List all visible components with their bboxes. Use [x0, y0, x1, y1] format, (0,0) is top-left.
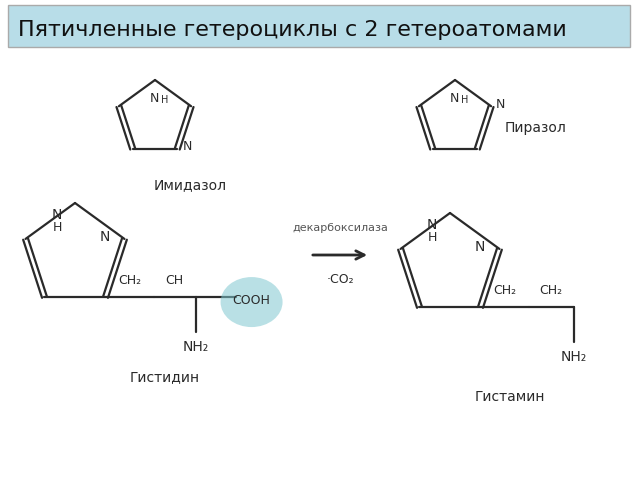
Text: CH₂: CH₂	[118, 274, 141, 287]
FancyBboxPatch shape	[8, 5, 630, 47]
Text: N: N	[149, 92, 159, 105]
Text: N: N	[449, 92, 459, 105]
Text: N: N	[496, 98, 506, 111]
Text: CH: CH	[166, 274, 184, 287]
Text: NH₂: NH₂	[561, 350, 587, 364]
Text: CH₂: CH₂	[493, 284, 516, 297]
Text: N: N	[52, 208, 62, 222]
Text: CH₂: CH₂	[539, 284, 562, 297]
Text: N: N	[100, 230, 111, 244]
Text: N: N	[475, 240, 486, 254]
Text: H: H	[161, 95, 168, 105]
Text: H: H	[428, 231, 436, 244]
Text: H: H	[461, 95, 468, 105]
Text: Гистамин: Гистамин	[475, 390, 545, 404]
Text: Гистидин: Гистидин	[130, 370, 200, 384]
Text: N: N	[427, 218, 437, 232]
Ellipse shape	[221, 277, 283, 327]
Text: декарбоксилаза: декарбоксилаза	[292, 223, 388, 233]
Text: Пиразол: Пиразол	[505, 121, 567, 135]
Text: Имидазол: Имидазол	[154, 178, 227, 192]
Text: COOH: COOH	[232, 294, 271, 307]
Text: N: N	[182, 140, 192, 153]
Text: Пятичленные гетероциклы с 2 гетероатомами: Пятичленные гетероциклы с 2 гетероатомам…	[18, 20, 567, 40]
Text: NH₂: NH₂	[182, 340, 209, 354]
Text: ·CO₂: ·CO₂	[326, 273, 354, 286]
Text: H: H	[52, 221, 61, 234]
